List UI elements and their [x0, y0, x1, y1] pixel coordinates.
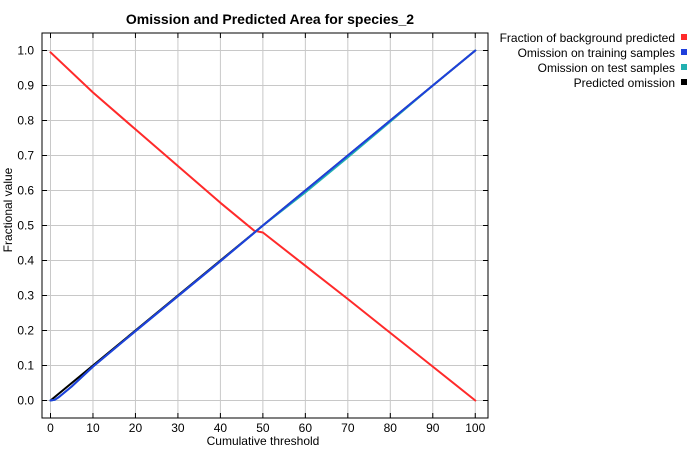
series-line-1 [49, 49, 477, 402]
y-tick-label: 0.8 [17, 114, 34, 128]
x-tick-label: 80 [384, 421, 398, 435]
series-line-0 [49, 51, 477, 402]
x-tick-label: 90 [426, 421, 440, 435]
y-axis-label: Fractional value [1, 167, 15, 252]
x-axis-label: Cumulative threshold [207, 434, 320, 448]
x-tick-label: 60 [299, 421, 313, 435]
legend-swatch [681, 79, 687, 85]
x-tick-label: 0 [47, 421, 54, 435]
series-lines [49, 49, 477, 402]
y-tick-label: 0.5 [17, 219, 34, 233]
y-tick-label: 0.7 [17, 149, 34, 163]
grid-lines [42, 33, 488, 418]
x-tick-label: 10 [86, 421, 100, 435]
legend: Fraction of background predictedOmission… [500, 31, 687, 90]
y-tick-label: 1.0 [17, 44, 34, 58]
y-axis-ticks: 0.0 0.1 0.2 0.3 0.4 0.5 0.6 0.7 0.8 0.9 1.0 [17, 44, 488, 408]
x-axis-ticks: 0 10 20 30 40 50 60 70 80 90 100 [47, 33, 486, 435]
legend-label: Fraction of background predicted [500, 31, 675, 45]
y-tick-label: 0.3 [17, 289, 34, 303]
x-tick-label: 50 [256, 421, 270, 435]
chart-title: Omission and Predicted Area for species_… [126, 11, 414, 27]
y-tick-label: 0.4 [17, 254, 34, 268]
x-tick-label: 20 [129, 421, 143, 435]
x-tick-label: 100 [465, 421, 485, 435]
x-tick-label: 40 [214, 421, 228, 435]
y-tick-label: 0.6 [17, 184, 34, 198]
y-tick-label: 0.9 [17, 79, 34, 93]
y-tick-label: 0.0 [17, 394, 34, 408]
legend-label: Predicted omission [574, 76, 675, 90]
legend-swatch [681, 49, 687, 55]
x-tick-label: 70 [341, 421, 355, 435]
x-tick-label: 30 [171, 421, 185, 435]
legend-swatch [681, 64, 687, 70]
y-tick-label: 0.1 [17, 359, 34, 373]
legend-label: Omission on training samples [518, 46, 675, 60]
y-tick-label: 0.2 [17, 324, 34, 338]
legend-label: Omission on test samples [538, 61, 675, 75]
legend-swatch [681, 34, 687, 40]
